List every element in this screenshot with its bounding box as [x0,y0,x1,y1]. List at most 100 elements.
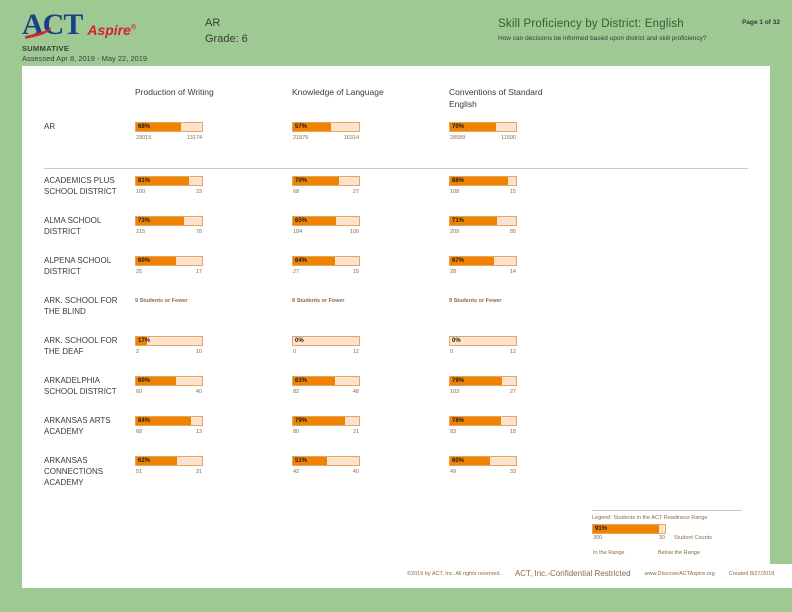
proficiency-bar-fill [293,257,336,265]
student-counts: 27 15 [292,269,360,279]
proficiency-cell: 51% 42 40 [292,456,412,479]
student-counts: 103 27 [449,389,517,399]
legend-title: Legend: Students in the ACT Readiness Ra… [592,510,742,521]
count-in-range: 108 [450,189,460,195]
footer-copyright: ©2019 by ACT, Inc. All rights reserved. [407,570,501,577]
proficiency-cell: 68% 29015 13174 [135,122,255,145]
proficiency-percent: 67% [452,258,465,264]
report-body: Production of Writing Knowledge of Langua… [22,66,792,588]
proficiency-cell: 88% 108 15 [449,176,569,199]
row-label: ARKANSAS CONNECTIONS ACADEMY [44,456,104,487]
proficiency-percent: 60% [138,378,151,384]
proficiency-percent: 70% [452,124,465,130]
act-wordmark: ACT [22,10,83,40]
proficiency-percent: 71% [452,218,465,224]
proficiency-percent: 88% [452,178,465,184]
proficiency-bar: 68% [135,122,203,132]
count-below-range: 15 [352,269,359,275]
proficiency-percent: 79% [295,418,308,424]
proficiency-cell: 65% 184 100 [292,216,412,239]
proficiency-percent: 70% [295,178,308,184]
report-footer: ©2019 by ACT, Inc. All rights reserved. … [22,564,792,588]
table-row: ARKANSAS ARTS ACADEMY 84% 68 13 79% 80 21 78% 83… [22,408,770,448]
proficiency-cell: 9 Students or Fewer [135,296,255,306]
count-below-range: 12 [352,349,359,355]
proficiency-bar: 81% [135,176,203,186]
student-counts: 0 12 [292,349,360,359]
proficiency-bar: 51% [292,456,360,466]
legend-bar: 91% [592,524,666,534]
proficiency-cell: 84% 68 13 [135,416,255,439]
proficiency-bar: 60% [135,376,203,386]
proficiency-bar: 70% [292,176,360,186]
proficiency-percent: 78% [452,418,465,424]
student-counts: 82 48 [292,389,360,399]
count-in-range: 100 [136,189,146,195]
district-rows: AR 68% 29015 13174 57% 21875 16314 70% 28589 1159… [22,116,770,488]
proficiency-cell: 70% 68 27 [292,176,412,199]
proficiency-bar-fill [293,123,331,131]
count-in-range: 28 [450,269,457,275]
student-counts: 28 14 [449,269,517,279]
suppression-message: 9 Students or Fewer [292,298,345,304]
proficiency-cell: 81% 100 23 [135,176,255,199]
proficiency-bar-fill [293,177,340,185]
count-in-range: 42 [293,469,300,475]
proficiency-cell: 60% 25 17 [135,256,255,279]
table-row: AR 68% 29015 13174 57% 21875 16314 70% 28589 1159… [22,116,770,168]
act-aspire-logo: ACT Aspire® SUMMATIVE Assessed Apr 8, 20… [22,10,212,64]
count-below-range: 31 [195,469,202,475]
proficiency-bar: 78% [449,416,517,426]
table-row: ALMA SCHOOL DISTRICT 73% 215 78 65% 184 100 71%… [22,208,770,248]
row-label: ALMA SCHOOL DISTRICT [44,216,102,236]
proficiency-bar: 73% [135,216,203,226]
proficiency-bar: 67% [449,256,517,266]
proficiency-bar-fill [136,457,177,465]
proficiency-bar: 88% [449,176,517,186]
footer-url[interactable]: www.DiscoverACTAspire.org [644,570,715,577]
proficiency-bar-fill [136,337,148,345]
count-in-range: 2 [136,349,140,355]
column-headers: Production of Writing Knowledge of Langua… [22,86,770,120]
report-scope: AR Grade: 6 [205,16,248,48]
proficiency-cell: 78% 83 18 [449,416,569,439]
summative-label: SUMMATIVE [22,44,70,53]
count-in-range: 25 [136,269,143,275]
student-counts: 28589 11590 [449,135,517,145]
proficiency-bar-fill [450,177,509,185]
proficiency-cell: 60% 49 33 [449,456,569,479]
student-counts: 83 18 [449,429,517,439]
count-below-range: 21 [352,429,359,435]
column-header-1: Knowledge of Language [292,87,384,97]
count-in-range: 29015 [136,135,152,141]
proficiency-cell: 73% 215 78 [135,216,255,239]
proficiency-percent: 0% [452,338,461,344]
proficiency-percent: 57% [295,124,308,130]
footer-confidential: ACT, Inc.-Confidential Restricted [514,569,631,578]
legend-in-range-label: In the Range [593,550,625,556]
proficiency-percent: 51% [295,458,308,464]
count-below-range: 12 [509,349,516,355]
student-counts: 60 40 [135,389,203,399]
count-below-range: 48 [352,389,359,395]
proficiency-cell: 60% 60 40 [135,376,255,399]
legend-count-in-range: 300 [593,535,603,541]
student-counts: 0 12 [449,349,517,359]
table-row: ALPENA SCHOOL DISTRICT 60% 25 17 64% 27 15 67% 2… [22,248,770,288]
proficiency-percent: 63% [295,378,308,384]
count-in-range: 209 [450,229,460,235]
count-below-range: 11590 [501,135,516,141]
proficiency-cell: 70% 28589 11590 [449,122,569,145]
proficiency-cell: 79% 80 21 [292,416,412,439]
count-in-range: 184 [293,229,303,235]
proficiency-bar: 57% [292,122,360,132]
assessed-window-label: Assessed Apr 8, 2019 - May 22, 2019 [22,54,148,63]
proficiency-percent: 0% [295,338,304,344]
grade-label: Grade: 6 [205,32,248,45]
proficiency-bar: 63% [292,376,360,386]
proficiency-bar-fill [136,123,181,131]
column-header-2: Conventions of Standard English [449,87,543,110]
count-below-range: 100 [349,229,359,235]
row-label: ACADEMICS PLUS SCHOOL DISTRICT [44,176,117,196]
suppression-message: 9 Students or Fewer [449,298,502,304]
